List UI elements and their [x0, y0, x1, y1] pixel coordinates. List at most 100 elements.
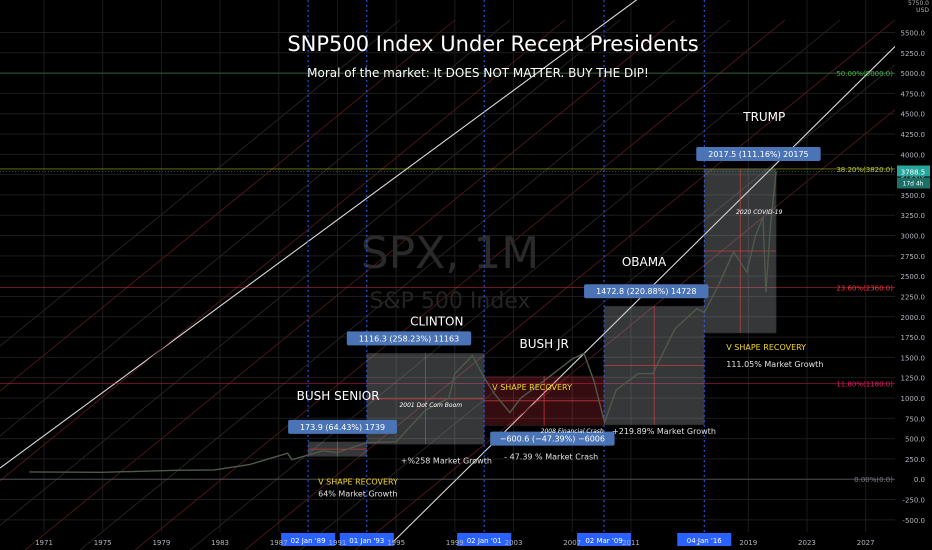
- event-label: 2008 Financial Crash: [541, 428, 604, 435]
- channel-fill-line: [0, 19, 456, 392]
- channel-fill-line: [79, 19, 731, 550]
- channel-fill-line: [0, 19, 511, 437]
- president-name: BUSH SENIOR: [297, 389, 380, 403]
- chart-title: SNP500 Index Under Recent Presidents: [287, 32, 698, 56]
- y-tick-label: 250.0: [905, 456, 925, 464]
- event-label: 2001 Dot Com Boom: [399, 402, 462, 409]
- growth-label: +%258 Market Growth: [401, 456, 492, 465]
- date-label-bg: [339, 533, 394, 546]
- date-label: 02 Jan '01: [467, 537, 502, 545]
- note-label: V SHAPE RECOVERY: [318, 477, 398, 486]
- date-label-bg: [577, 533, 632, 546]
- x-tick-label-cut: 2: [696, 539, 700, 547]
- x-axis: 1971 1975 1979 1983 1987 1991 1995 1999 2003 2007…: [35, 539, 874, 547]
- x-tick-label: 1987: [270, 539, 288, 547]
- channel-fill-line: [0, 19, 566, 482]
- x-tick-label: 1995: [387, 539, 405, 547]
- stat-label: 1116.3 (258.23%) 11163: [359, 334, 459, 343]
- currency-label: USD: [916, 7, 929, 14]
- y-tick-label: 3000.0: [901, 233, 926, 241]
- fib-label: 38.20%(3820.0): [836, 166, 893, 174]
- y-tick-label: 3250.0: [901, 212, 926, 220]
- y-tick-label: 1500.0: [901, 354, 926, 362]
- price-line: [29, 171, 777, 474]
- stat-label: 1472.8 (220.88%) 14728: [596, 287, 696, 296]
- watermark-symbol: SPX, 1M: [361, 228, 540, 279]
- date-label: 04 Jan '16: [687, 537, 723, 545]
- channel-line: [389, 9, 932, 546]
- y-tick-label: 1250.0: [901, 375, 926, 383]
- president-name: BUSH JR: [520, 337, 569, 351]
- y-tick-label: 0.0: [914, 476, 925, 484]
- growth-label: +219.89% Market Growth: [612, 427, 716, 436]
- note-label: V SHAPE RECOVERY: [726, 343, 806, 352]
- channel-fill-line: [134, 19, 786, 550]
- y-tick-label: -500.0: [902, 517, 925, 525]
- x-tick-label: 2023: [798, 539, 816, 547]
- channel-fill-line: [0, 19, 621, 527]
- fib-label: 11.80%(1180.0): [836, 380, 893, 388]
- y-axis-bg: [895, 0, 932, 532]
- price-label-bg: [897, 165, 930, 177]
- x-tick-label: 1999: [446, 539, 464, 547]
- stat-label-bg: [288, 419, 397, 434]
- countdown-bg: [897, 177, 930, 189]
- y-tick-label: 1750.0: [901, 334, 926, 342]
- channel-fill-line: [0, 19, 401, 347]
- stat-label-bg: [696, 146, 821, 161]
- stat-label-bg: [490, 431, 615, 446]
- event-label: 2020 COVID-19: [736, 209, 783, 216]
- y-tick-label: 4250.0: [901, 131, 926, 139]
- x-tick-label: 2003: [505, 539, 523, 547]
- channel-fill-line: [24, 19, 676, 550]
- fib-label: 0.00%(0.0): [854, 476, 893, 484]
- date-label-bg: [677, 533, 732, 546]
- channel-line: [0, 0, 638, 469]
- x-tick-label: 2007: [563, 539, 581, 547]
- x-tick-label: 1979: [152, 539, 170, 547]
- fib-levels: 50.00%(5000.0) 38.20%(3820.0) 23.60%(2360.…: [0, 70, 895, 484]
- stat-label-bg: [346, 331, 472, 346]
- x-tick-label: 2019: [739, 539, 757, 547]
- x-tick-label: 1991: [329, 539, 347, 547]
- y-tick-label: 5000.0: [901, 70, 926, 78]
- president-name: OBAMA: [622, 255, 667, 269]
- y-tick-label: 750.0: [905, 415, 925, 423]
- y-tick-label: 2000.0: [901, 314, 926, 322]
- y-tick-label: 3500.0: [901, 192, 926, 200]
- stat-label: −600.6 (−47.39%) −6006: [500, 435, 605, 444]
- president-name: TRUMP: [742, 110, 785, 124]
- stat-label: 173.9 (64.43%) 1739: [300, 423, 385, 432]
- x-tick-label: 1975: [94, 539, 112, 547]
- note-label: V SHAPE RECOVERY: [492, 383, 572, 392]
- stat-label: 2017.5 (111.16%) 20175: [708, 150, 808, 159]
- channel-fill-line: [244, 19, 896, 550]
- y-tick-label: 500.0: [905, 436, 925, 444]
- date-label-bg: [457, 533, 512, 546]
- chart-subtitle: Moral of the market: It DOES NOT MATTER.…: [307, 66, 649, 80]
- term-start-lines: [307, 0, 705, 532]
- fib-label: 23.60%(2360.0): [836, 285, 893, 293]
- y-tick-label: -250.0: [902, 497, 925, 505]
- countdown-label: 17d 4h: [903, 180, 924, 187]
- growth-label: 111.05% Market Growth: [726, 360, 823, 369]
- president-name: CLINTON: [410, 314, 463, 328]
- x-tick-label: 1971: [35, 539, 53, 547]
- president-boxes: [307, 168, 777, 457]
- date-label-bg: [281, 533, 336, 546]
- y-tick-label: 2250.0: [901, 293, 926, 301]
- stat-label-bg: [584, 284, 709, 299]
- president-labels: 173.9 (64.43%) 1739 BUSH SENIOR V SHAPE RE…: [281, 110, 823, 546]
- date-label: 02 Jan '89: [291, 537, 326, 545]
- price-label: 3788.5: [901, 168, 926, 176]
- growth-label: 64% Market Growth: [318, 489, 397, 498]
- watermark-name: S&P 500 Index: [370, 289, 531, 314]
- growth-label: - 47.39 % Market Crash: [504, 453, 598, 462]
- fib-label: 50.00%(5000.0): [836, 70, 893, 78]
- y-axis-top-label: 5750.0: [908, 0, 929, 7]
- y-tick-label: 4750.0: [901, 90, 926, 98]
- x-tick-label: 2011: [622, 539, 640, 547]
- y-tick-label: 5250.0: [901, 50, 926, 58]
